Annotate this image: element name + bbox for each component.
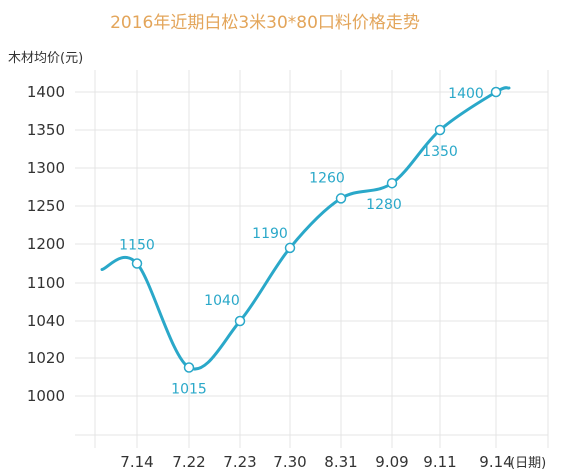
y-tick-label: 1400 bbox=[27, 83, 65, 101]
data-label: 1150 bbox=[119, 238, 155, 254]
data-point bbox=[335, 193, 347, 204]
data-label: 1350 bbox=[422, 144, 458, 160]
data-point bbox=[386, 177, 398, 189]
x-tick-label: 8.31 bbox=[324, 453, 357, 471]
y-axis-label: 木材均价(元) bbox=[8, 51, 83, 66]
x-tick-label: 9.09 bbox=[375, 453, 408, 471]
data-label: 1040 bbox=[204, 293, 240, 309]
x-tick-label: 7.30 bbox=[273, 453, 306, 471]
x-tick-label: 7.22 bbox=[172, 453, 205, 471]
y-tick-label: 1300 bbox=[27, 159, 65, 177]
data-point bbox=[490, 86, 502, 98]
y-tick-label: 1040 bbox=[27, 312, 65, 330]
y-axis-ticks: 1400 1350 1300 1250 1200 1100 1040 1020 1000 bbox=[27, 83, 65, 405]
chart-title: 2016年近期白松3米30*80口料价格走势 bbox=[110, 13, 420, 33]
y-tick-label: 1250 bbox=[27, 197, 65, 215]
data-label: 1015 bbox=[171, 382, 207, 398]
data-label: 1190 bbox=[252, 226, 288, 242]
data-label: 1280 bbox=[366, 197, 402, 213]
x-tick-label: 9.11 bbox=[423, 453, 456, 471]
y-tick-label: 1200 bbox=[27, 235, 65, 253]
y-tick-label: 1020 bbox=[27, 349, 65, 367]
data-point bbox=[284, 242, 296, 254]
data-point bbox=[234, 315, 246, 327]
y-tick-label: 1100 bbox=[27, 274, 65, 292]
data-point bbox=[434, 124, 446, 136]
data-label: 1260 bbox=[309, 170, 345, 186]
y-tick-label: 1000 bbox=[27, 387, 65, 405]
data-point bbox=[183, 362, 195, 373]
data-label: 1400 bbox=[448, 86, 484, 102]
x-tick-label: 7.14 bbox=[120, 453, 153, 471]
price-series-line bbox=[100, 86, 511, 371]
data-point bbox=[131, 258, 143, 269]
x-axis-ticks: 7.14 7.22 7.23 7.30 8.31 9.09 9.11 9.14 bbox=[120, 453, 512, 471]
x-axis-unit-label: (日期) bbox=[510, 456, 546, 471]
data-labels: 1150 1015 1040 1190 1260 1280 1350 1400 bbox=[119, 86, 484, 398]
y-tick-label: 1350 bbox=[27, 121, 65, 139]
x-tick-label: 7.23 bbox=[223, 453, 256, 471]
grid-lines bbox=[75, 70, 549, 448]
x-tick-label: 9.14 bbox=[479, 453, 512, 471]
data-points bbox=[131, 86, 502, 373]
